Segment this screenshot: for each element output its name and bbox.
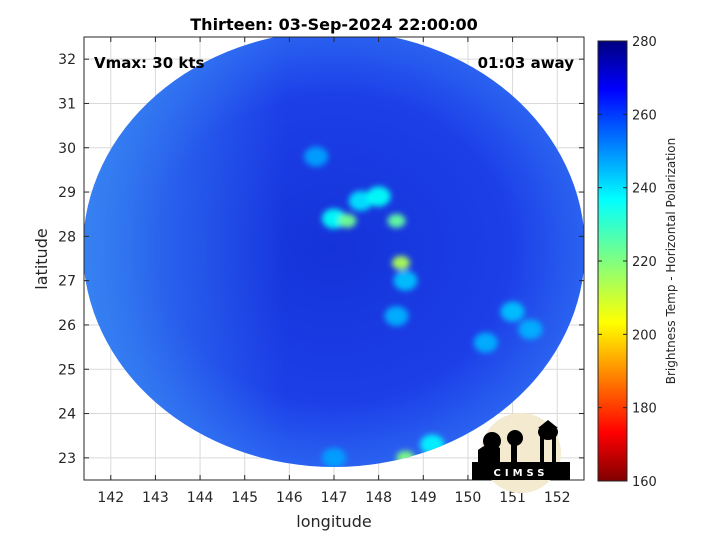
x-axis-ticks: 142 143 144 145 146 147 148 149 150 151 152 [97,37,571,506]
convective-cell [387,213,406,228]
y-tick-label: 31 [58,96,76,112]
y-tick-label: 28 [58,229,76,245]
colorbar-tick-label: 180 [632,402,657,417]
x-tick-label: 148 [365,490,392,506]
cimss-logo-icon: CIMSS [472,413,570,493]
x-tick-label: 142 [97,490,124,506]
colorbar-label: Brightness Temp - Horizontal Polarizatio… [664,138,678,385]
x-tick-label: 152 [544,490,571,506]
y-tick-label: 27 [58,274,76,290]
x-tick-label: 150 [455,490,482,506]
colorbar-tick-label: 260 [632,108,657,123]
colorbar-tick-label: 220 [632,255,657,270]
y-axis-label: latitude [32,228,51,289]
convective-cell [500,301,525,322]
y-tick-label: 25 [58,362,76,378]
x-tick-label: 143 [142,490,169,506]
convective-cell [322,447,346,467]
x-tick-label: 144 [187,490,214,506]
convective-cell [473,332,498,353]
vmax-annotation: Vmax: 30 kts [94,54,204,72]
colorbar-tick-label: 200 [632,328,657,343]
convective-cell [384,306,409,327]
y-axis-ticks: 23 24 25 26 27 28 29 30 31 32 [58,52,584,467]
y-tick-label: 30 [58,141,76,157]
convective-cell [304,146,329,167]
x-tick-label: 145 [231,490,258,506]
y-tick-label: 23 [58,451,76,467]
convective-cell [366,186,391,207]
chart-title: Thirteen: 03-Sep-2024 22:00:00 [190,15,477,34]
colorbar-tick-label: 160 [632,475,657,490]
convective-cell [338,213,357,228]
logo-text: CIMSS [494,468,549,479]
convective-cell [391,255,410,270]
x-tick-label: 146 [276,490,303,506]
x-tick-label: 149 [410,490,437,506]
y-tick-label: 24 [58,407,76,423]
convective-cell [518,319,543,340]
y-tick-label: 26 [58,318,76,334]
time-away-annotation: 01:03 away [478,54,575,72]
colorbar [597,40,628,482]
x-axis-label: longitude [296,512,371,531]
y-tick-label: 29 [58,185,76,201]
x-tick-label: 151 [499,490,526,506]
x-tick-label: 147 [321,490,348,506]
colorbar-tick-label: 240 [632,182,657,197]
colorbar-ticks: 280 260 240 220 200 180 160 [598,35,657,490]
y-tick-label: 32 [58,52,76,68]
convective-cell [393,270,418,291]
colorbar-tick-label: 280 [632,35,657,50]
